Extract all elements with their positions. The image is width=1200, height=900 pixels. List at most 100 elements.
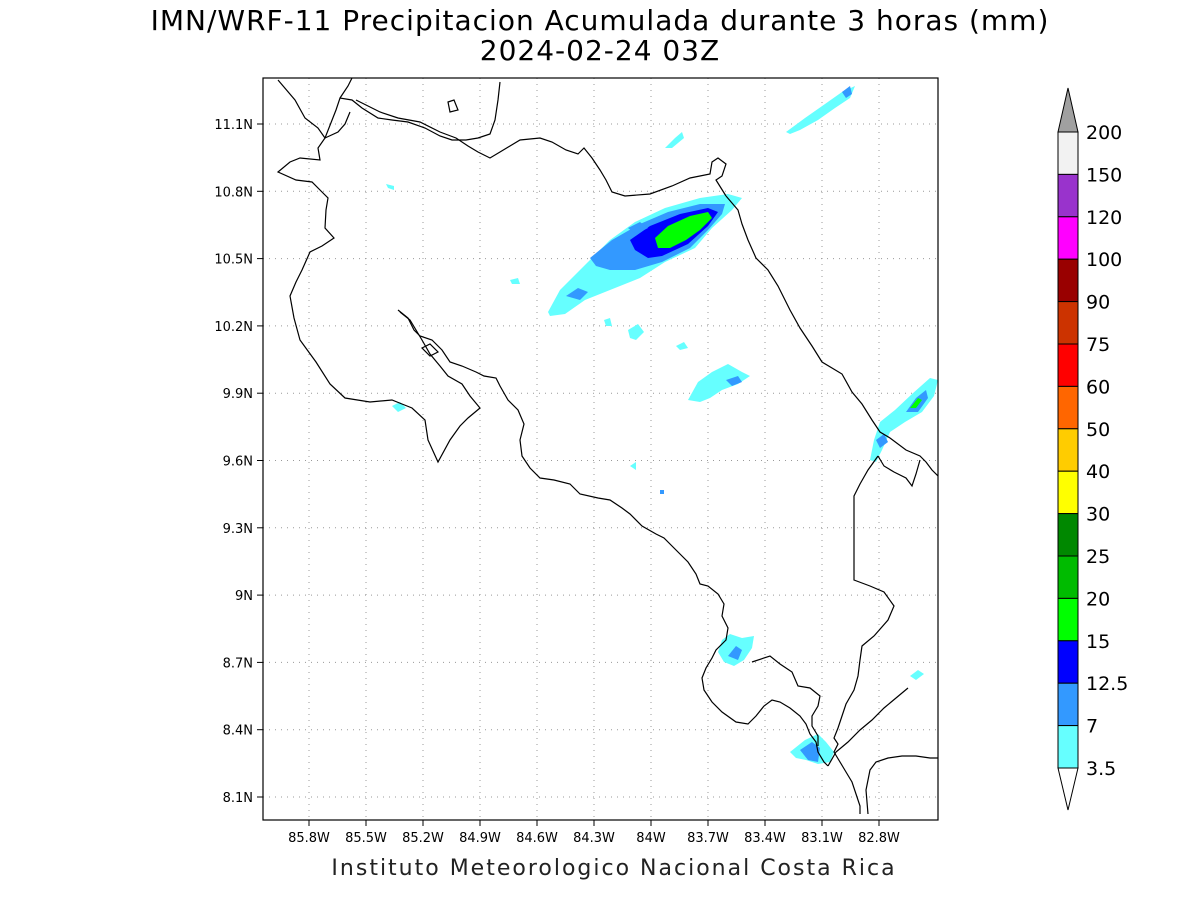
footer-credit: Instituto Meteorologico Nacional Costa R… <box>331 856 897 881</box>
axis-ticks: 85.8W 85.5W 85.2W 84.9W 84.6W 84.3W 84W 83.7W 83… <box>214 118 900 846</box>
precip-area <box>800 742 820 762</box>
precip-area <box>910 670 924 680</box>
colorbar: 200 150 120 100 90 75 60 50 40 30 25 20 15 12.5 7 3.5 <box>1057 87 1128 811</box>
colorbar-swatch <box>1057 301 1079 345</box>
map-title: IMN/WRF-11 Precipitacion Acumulada duran… <box>150 4 1050 37</box>
precip-area <box>786 86 855 134</box>
colorbar-label: 20 <box>1086 588 1110 610</box>
x-tick-label: 83.7W <box>687 831 729 846</box>
colorbar-swatch <box>1057 258 1079 303</box>
nicaragua-border <box>339 78 353 99</box>
colorbar-label: 120 <box>1086 207 1122 229</box>
colorbar-swatch <box>1057 513 1079 557</box>
x-tick-label: 84.9W <box>459 831 501 846</box>
colorbar-top-arrow <box>1057 87 1079 133</box>
x-tick-label: 84.6W <box>516 831 558 846</box>
precip-area <box>842 86 852 98</box>
precip-area <box>728 646 742 660</box>
colorbar-swatch <box>1057 470 1079 515</box>
precip-area <box>726 376 742 386</box>
colorbar-label: 40 <box>1086 461 1110 483</box>
colorbar-swatch <box>1057 640 1079 684</box>
precip-area <box>876 434 888 448</box>
colorbar-swatch <box>1057 173 1079 218</box>
panama-coast-south <box>865 755 938 815</box>
colorbar-label: 100 <box>1086 249 1122 271</box>
y-tick-label: 10.8N <box>214 185 253 200</box>
colorbar-swatch <box>1057 385 1079 430</box>
x-tick-label: 83.4W <box>744 831 786 846</box>
colorbar-label: 50 <box>1086 419 1110 441</box>
precip-area <box>910 398 922 408</box>
plot-frame <box>262 77 939 821</box>
pacific-coast <box>397 309 829 767</box>
y-tick-label: 11.1N <box>214 118 253 133</box>
colorbar-label: 3.5 <box>1086 758 1116 780</box>
x-tick-label: 82.8W <box>858 831 900 846</box>
x-tick-label: 85.8W <box>288 831 330 846</box>
precip-area <box>386 184 394 190</box>
nicaragua-border <box>324 81 501 141</box>
x-tick-label: 84W <box>636 831 666 846</box>
x-tick-label: 85.2W <box>402 831 444 846</box>
precip-area <box>392 402 406 412</box>
y-tick-label: 9.3N <box>223 522 253 537</box>
x-tick-label: 83.1W <box>801 831 843 846</box>
colorbar-label: 150 <box>1086 164 1122 186</box>
y-tick-label: 10.5N <box>214 253 253 268</box>
colorbar-swatch <box>1057 428 1079 472</box>
precip-area <box>566 288 588 300</box>
colorbar-label: 7 <box>1086 716 1098 738</box>
colorbar-label: 25 <box>1086 546 1110 568</box>
colorbar-swatch <box>1057 131 1079 175</box>
y-tick-label: 8.4N <box>223 724 253 739</box>
precip-area <box>628 324 644 340</box>
colorbar-label: 12.5 <box>1086 673 1128 695</box>
colorbar-label: 75 <box>1086 334 1110 356</box>
small-island <box>447 99 459 113</box>
precip-area <box>665 132 684 148</box>
precip-area <box>630 462 636 470</box>
nicaragua-border <box>355 99 727 197</box>
coastline-borders <box>276 78 938 815</box>
burica-peninsula <box>827 687 909 767</box>
y-tick-label: 9N <box>235 589 253 604</box>
colorbar-swatch <box>1057 216 1079 260</box>
precip-area <box>870 378 938 462</box>
colorbar-label: 15 <box>1086 631 1110 653</box>
colorbar-swatch <box>1057 725 1079 769</box>
nicaragua-border <box>324 111 351 139</box>
precip-area <box>660 490 664 494</box>
grid-lines <box>263 78 938 820</box>
y-tick-label: 9.6N <box>223 455 253 470</box>
colorbar-label: 60 <box>1086 376 1110 398</box>
panama-border <box>833 455 895 814</box>
map-subtitle-date: 2024-02-24 03Z <box>479 34 721 67</box>
precip-area <box>510 278 520 284</box>
x-tick-label: 85.5W <box>345 831 387 846</box>
x-tick-label: 84.3W <box>573 831 615 846</box>
colorbar-swatch <box>1057 555 1079 599</box>
nicaragua-lake-shore <box>276 79 481 464</box>
colorbar-swatch <box>1057 682 1079 727</box>
colorbar-label: 200 <box>1086 122 1122 144</box>
colorbar-label: 90 <box>1086 292 1110 314</box>
caribbean-coast <box>725 195 938 477</box>
colorbar-swatch <box>1057 343 1079 387</box>
precip-area <box>676 342 688 350</box>
y-tick-label: 8.7N <box>223 656 253 671</box>
osa-peninsula <box>751 655 821 746</box>
y-tick-label: 10.2N <box>214 320 253 335</box>
precipitation-layer <box>386 86 938 764</box>
precip-area <box>604 318 612 326</box>
colorbar-swatch <box>1057 597 1079 642</box>
small-island <box>420 343 440 357</box>
precip-area <box>688 364 750 402</box>
y-tick-label: 8.1N <box>223 791 253 806</box>
precip-area <box>655 212 712 248</box>
colorbar-bottom-arrow <box>1057 767 1079 811</box>
panama-border-north <box>877 455 921 488</box>
precip-area <box>628 222 648 234</box>
y-tick-label: 9.9N <box>223 387 253 402</box>
